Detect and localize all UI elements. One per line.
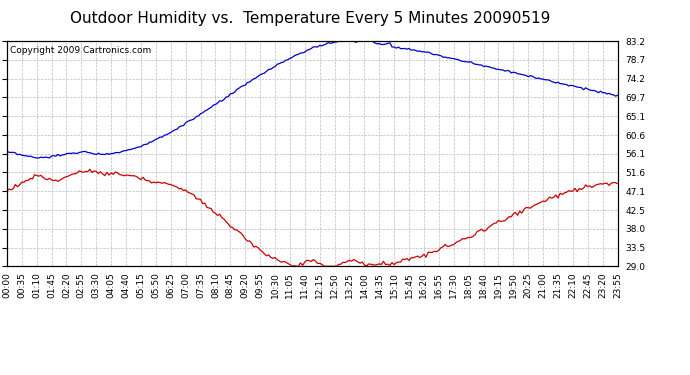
Text: Outdoor Humidity vs.  Temperature Every 5 Minutes 20090519: Outdoor Humidity vs. Temperature Every 5… [70,11,551,26]
Text: Copyright 2009 Cartronics.com: Copyright 2009 Cartronics.com [10,46,151,55]
